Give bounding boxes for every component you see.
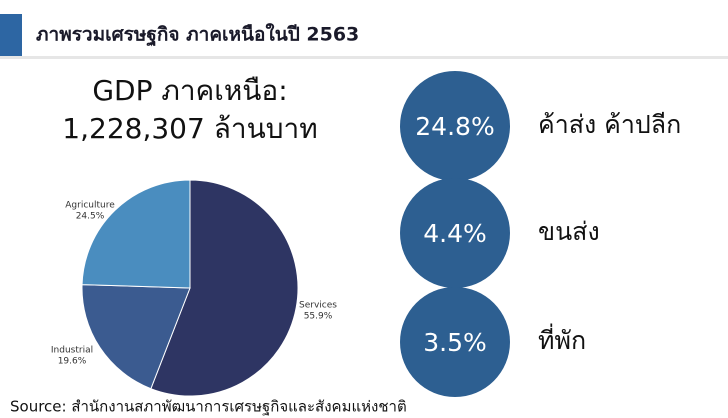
gdp-label: GDP ภาคเหนือ: bbox=[92, 74, 287, 107]
highlight-label: ขนส่ง bbox=[538, 217, 600, 246]
highlight-circle bbox=[400, 178, 510, 288]
slice-value: 55.9% bbox=[304, 312, 333, 322]
source: Source: สำนักงานสภาพัฒนาการเศรษฐกิจและสั… bbox=[10, 398, 407, 416]
highlight-value: 24.8% bbox=[415, 112, 494, 141]
pie-slice bbox=[81, 179, 191, 289]
highlight-value: 3.5% bbox=[423, 328, 487, 357]
slice-label: Industrial bbox=[51, 346, 93, 356]
highlight-label: ที่พัก bbox=[538, 323, 586, 355]
header-shadow bbox=[0, 56, 728, 59]
pie-slice bbox=[81, 284, 191, 390]
highlight-label: ค้าส่ง ค้าปลีก bbox=[538, 110, 681, 139]
highlight-circle bbox=[400, 287, 510, 397]
header-accent bbox=[0, 14, 22, 56]
highlights: 24.8% ค้าส่ง ค้าปลีก 4.4% ขนส่ง 3.5% ที่พัก bbox=[400, 71, 681, 397]
slice-label: Services bbox=[299, 301, 337, 311]
pie-slice bbox=[150, 179, 299, 397]
highlight-circle bbox=[400, 71, 510, 181]
highlight-value: 4.4% bbox=[423, 219, 487, 248]
slice-label: Agriculture bbox=[65, 201, 115, 211]
gdp-value: 1,228,307 ล้านบาท bbox=[62, 112, 317, 145]
slice-value: 24.5% bbox=[76, 212, 105, 222]
slice-value: 19.6% bbox=[58, 357, 87, 367]
header-title: ภาพรวมเศรษฐกิจ ภาคเหนือในปี 2563 bbox=[36, 23, 359, 48]
